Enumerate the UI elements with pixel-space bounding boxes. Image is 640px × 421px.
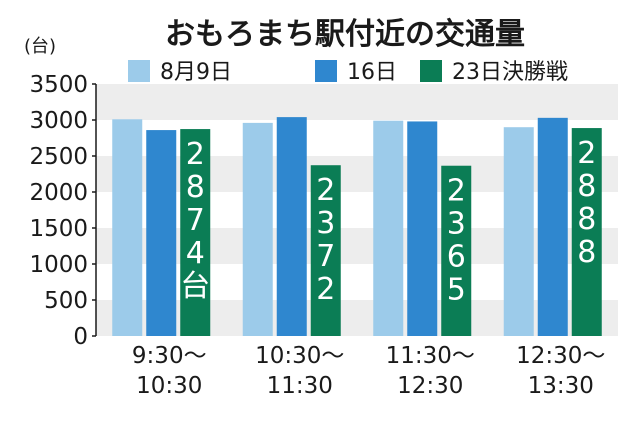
bar-value-label: 7 bbox=[316, 239, 335, 274]
bar bbox=[407, 121, 438, 336]
bar-value-label: 台 bbox=[180, 269, 210, 304]
y-tick-label: 2000 bbox=[29, 180, 88, 206]
chart-title: おもろまち駅付近の交通量 bbox=[165, 17, 525, 52]
legend: 8月9日 16日 23日決勝戦 bbox=[128, 60, 568, 85]
y-tick-label: 500 bbox=[44, 288, 88, 314]
legend-label: 23日決勝戦 bbox=[452, 60, 568, 85]
y-tick-label: 1000 bbox=[29, 252, 88, 278]
bar bbox=[276, 117, 307, 337]
y-tick-label: 2500 bbox=[29, 144, 88, 170]
bar-value-label: 4 bbox=[186, 236, 205, 271]
bar-value-label: 8 bbox=[577, 235, 596, 270]
x-tick-label: 12:30 bbox=[397, 373, 463, 399]
x-tick-label: 13:30 bbox=[528, 373, 594, 399]
x-tick-label: 10:30〜 bbox=[255, 343, 344, 369]
x-tick-label: 9:30〜 bbox=[132, 343, 207, 369]
x-tick-label: 11:30〜 bbox=[386, 343, 475, 369]
bar-value-label: 8 bbox=[186, 170, 205, 205]
bar-value-label: 2 bbox=[447, 174, 466, 209]
x-tick-label: 12:30〜 bbox=[516, 343, 605, 369]
legend-swatch bbox=[128, 60, 150, 82]
bar-value-label: 8 bbox=[577, 169, 596, 204]
bar-value-label: 2 bbox=[186, 137, 205, 172]
y-tick-label: 1500 bbox=[29, 216, 88, 242]
bar bbox=[146, 130, 177, 336]
x-tick-label: 10:30 bbox=[136, 373, 202, 399]
bar bbox=[242, 122, 273, 336]
x-axis-ticks: 9:30〜 10:30 10:30〜 11:30 11:30〜 12:30 12:30〜 13… bbox=[132, 343, 605, 399]
bar-value-label: 2 bbox=[316, 272, 335, 307]
y-axis-ticks: 0 500 1000 1500 2000 2500 3000 3500 bbox=[29, 72, 97, 350]
bar-value-label: 3 bbox=[447, 207, 466, 242]
bar bbox=[373, 120, 404, 336]
bar bbox=[441, 165, 472, 336]
y-unit-label: (台) bbox=[24, 36, 56, 57]
bar bbox=[310, 165, 341, 336]
bar-value-label: 8 bbox=[577, 202, 596, 237]
bar bbox=[180, 129, 211, 336]
bar-value-label: 6 bbox=[447, 240, 466, 275]
legend-swatch bbox=[315, 60, 337, 82]
y-tick-label: 3500 bbox=[29, 72, 88, 98]
bar-value-label: 5 bbox=[447, 273, 466, 308]
bar-value-label: 2 bbox=[316, 173, 335, 208]
bar-value-label: 3 bbox=[316, 206, 335, 241]
x-tick-label: 11:30 bbox=[267, 373, 333, 399]
bar bbox=[112, 119, 143, 336]
bar-value-label: 2 bbox=[577, 136, 596, 171]
y-tick-label: 3000 bbox=[29, 108, 88, 134]
legend-swatch bbox=[420, 60, 442, 82]
legend-label: 16日 bbox=[347, 60, 397, 85]
bar bbox=[503, 127, 534, 336]
legend-label: 8月9日 bbox=[160, 60, 232, 85]
bar bbox=[537, 117, 568, 336]
grid-band bbox=[96, 84, 618, 120]
bar-value-label: 7 bbox=[186, 203, 205, 238]
bar bbox=[571, 128, 602, 336]
y-tick-label: 0 bbox=[73, 324, 88, 350]
